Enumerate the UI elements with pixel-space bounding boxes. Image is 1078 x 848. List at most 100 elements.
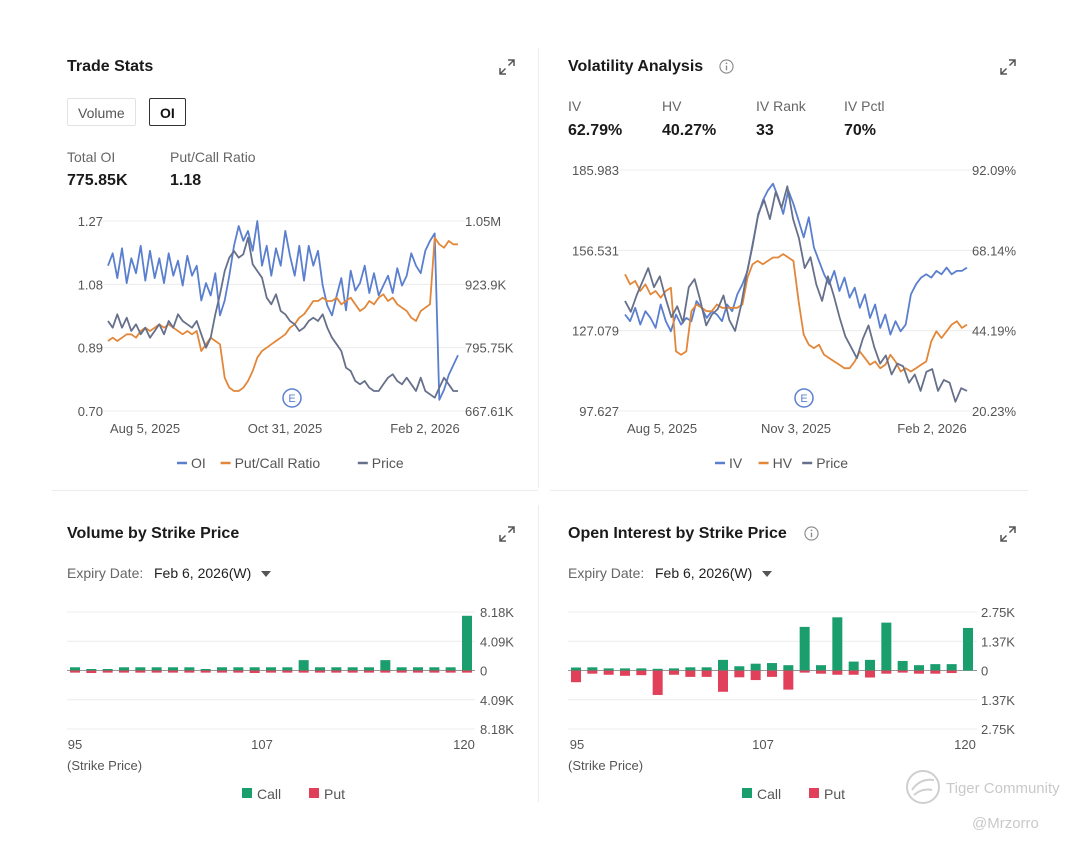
call-bar xyxy=(119,667,129,671)
call-bar xyxy=(685,667,696,671)
call-bar xyxy=(571,667,581,671)
put-bar xyxy=(881,670,892,674)
call-bar xyxy=(429,667,440,671)
call-bar xyxy=(914,665,924,671)
caret-down-icon xyxy=(762,571,773,578)
y-tick: 1.37K xyxy=(981,693,1015,708)
call-bar xyxy=(669,668,679,671)
call-bar xyxy=(734,666,745,671)
series-line-price xyxy=(107,236,458,399)
iv-pctl-value: 70% xyxy=(844,122,877,139)
x-tick: Feb 2, 2026 xyxy=(390,421,459,436)
put-bar xyxy=(200,670,211,673)
y-tick: 4.09K xyxy=(480,693,514,708)
trade-stats-title: Trade Stats xyxy=(67,58,154,75)
legend-swatch xyxy=(242,788,252,798)
caret-down-icon xyxy=(261,571,272,578)
expiry-dropdown[interactable]: Feb 6, 2026(W) xyxy=(655,565,773,581)
watermark-user: @Mrzorro xyxy=(972,815,1039,832)
call-bar xyxy=(298,660,309,671)
total-oi-value: 775.85K xyxy=(67,172,128,189)
call-bar xyxy=(848,661,859,671)
divider-horizontal-left xyxy=(52,490,538,491)
tab-oi[interactable]: OI xyxy=(149,98,186,126)
y-tick-right: 20.23% xyxy=(972,404,1017,419)
call-bar xyxy=(930,664,941,671)
put-bar xyxy=(914,670,924,674)
x-tick: 107 xyxy=(251,737,273,752)
volume-strike-title: Volume by Strike Price xyxy=(67,525,240,542)
info-icon[interactable] xyxy=(804,526,819,541)
call-bar xyxy=(168,667,178,671)
put-bar xyxy=(816,670,826,674)
call-bar xyxy=(603,668,614,671)
call-bar xyxy=(445,667,456,671)
put-bar xyxy=(865,670,875,678)
put-bar xyxy=(331,670,342,673)
volume-strike-chart: 8.18K 4.09K 0 4.09K 8.18K 95 107 120 (Strike Pri… xyxy=(67,605,514,802)
series-line-hv xyxy=(624,253,968,373)
x-tick: 95 xyxy=(570,737,584,752)
earnings-marker-icon: E xyxy=(794,388,814,408)
call-bar xyxy=(946,664,957,671)
expand-icon[interactable] xyxy=(999,525,1017,543)
tab-volume[interactable]: Volume xyxy=(67,98,136,126)
y-tick: 8.18K xyxy=(480,605,514,620)
x-tick: Aug 5, 2025 xyxy=(110,421,180,436)
call-bar xyxy=(364,667,374,671)
y-tick-left: 185.983 xyxy=(572,163,619,178)
put-bar xyxy=(86,670,97,674)
y-tick-right: 68.14% xyxy=(972,243,1017,258)
expand-icon[interactable] xyxy=(498,58,516,76)
call-bar xyxy=(200,669,211,671)
x-tick: Oct 31, 2025 xyxy=(248,421,322,436)
put-bar xyxy=(767,670,777,677)
y-tick: 0 xyxy=(480,664,487,679)
legend-label: Price xyxy=(816,455,848,471)
call-bar xyxy=(135,667,146,671)
legend-label: OI xyxy=(191,455,206,471)
put-bar xyxy=(718,670,728,692)
legend-label: Price xyxy=(372,455,404,471)
x-tick: 120 xyxy=(453,737,475,752)
call-bar xyxy=(767,663,777,671)
put-bar xyxy=(636,670,647,676)
divider-horizontal-right xyxy=(550,490,1028,491)
y-tick-right: 667.61K xyxy=(465,404,514,419)
call-bar xyxy=(652,668,663,671)
y-tick-right: 795.75K xyxy=(465,341,514,356)
put-call-ratio-value: 1.18 xyxy=(170,172,202,189)
expand-icon[interactable] xyxy=(999,58,1017,76)
series-line-price xyxy=(624,185,968,403)
call-bar xyxy=(331,667,342,671)
expand-icon[interactable] xyxy=(498,525,516,543)
put-bar xyxy=(571,670,581,683)
x-tick: 120 xyxy=(954,737,976,752)
y-tick-left: 156.531 xyxy=(572,243,619,258)
put-bar xyxy=(315,670,325,673)
y-tick: 4.09K xyxy=(480,634,514,649)
put-bar xyxy=(685,670,696,677)
put-bar xyxy=(151,670,162,673)
expiry-dropdown[interactable]: Feb 6, 2026(W) xyxy=(154,565,272,581)
legend-label: Call xyxy=(257,786,281,802)
y-tick: 2.75K xyxy=(981,605,1015,620)
put-bar xyxy=(429,670,440,673)
y-tick-left: 0.89 xyxy=(78,341,103,356)
total-oi-label: Total OI xyxy=(67,149,116,165)
x-axis-caption: (Strike Price) xyxy=(568,758,643,773)
call-bar xyxy=(783,665,794,671)
put-bar xyxy=(298,670,309,673)
x-tick: Feb 2, 2026 xyxy=(897,421,966,436)
put-bar xyxy=(102,670,113,673)
put-bar xyxy=(364,670,374,673)
call-bar xyxy=(347,667,358,671)
expiry-value: Feb 6, 2026(W) xyxy=(655,565,753,581)
put-bar xyxy=(750,670,761,681)
call-bar xyxy=(701,667,712,671)
call-bar xyxy=(897,660,908,671)
earnings-marker-label: E xyxy=(288,393,295,405)
call-bar xyxy=(233,667,244,671)
info-icon[interactable] xyxy=(719,59,734,74)
x-tick: Nov 3, 2025 xyxy=(761,421,831,436)
